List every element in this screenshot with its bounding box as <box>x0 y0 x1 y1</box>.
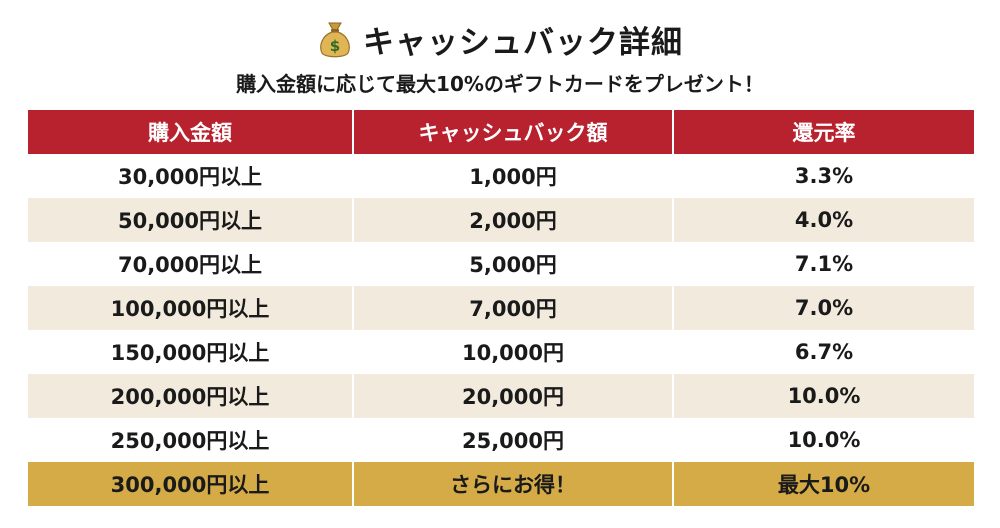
table-row: 100,000円以上 7,000円 7.0% <box>28 286 974 330</box>
title-row: $ キャッシュバック詳細 <box>0 14 1000 64</box>
cell-rate: 10.0% <box>673 374 974 418</box>
cell-cashback: 5,000円 <box>353 242 674 286</box>
cell-rate: 3.3% <box>673 154 974 198</box>
page-title: キャッシュバック詳細 <box>363 24 683 61</box>
cell-amount: 100,000円以上 <box>28 286 354 330</box>
cell-cashback: 10,000円 <box>353 330 674 374</box>
cell-amount: 50,000円以上 <box>28 198 354 242</box>
cell-cashback: 1,000円 <box>353 154 674 198</box>
cell-rate: 最大10% <box>673 462 974 506</box>
cell-rate: 7.0% <box>673 286 974 330</box>
cell-rate: 6.7% <box>673 330 974 374</box>
cell-rate: 4.0% <box>673 198 974 242</box>
cell-cashback: さらにお得！ <box>353 462 674 506</box>
cell-rate: 7.1% <box>673 242 974 286</box>
cell-amount: 250,000円以上 <box>28 418 354 462</box>
cell-rate: 10.0% <box>673 418 974 462</box>
table-row: 50,000円以上 2,000円 4.0% <box>28 198 974 242</box>
cashback-table: 購入金額 キャッシュバック額 還元率 30,000円以上 1,000円 3.3%… <box>28 110 974 506</box>
table-row: 200,000円以上 20,000円 10.0% <box>28 374 974 418</box>
cell-amount: 150,000円以上 <box>28 330 354 374</box>
cell-amount: 70,000円以上 <box>28 242 354 286</box>
cell-cashback: 7,000円 <box>353 286 674 330</box>
cell-cashback: 25,000円 <box>353 418 674 462</box>
cell-amount: 200,000円以上 <box>28 374 354 418</box>
table-header-row: 購入金額 キャッシュバック額 還元率 <box>28 110 974 154</box>
page-subtitle: 購入金額に応じて最大10%のギフトカードをプレゼント！ <box>236 72 764 96</box>
cell-amount: 300,000円以上 <box>28 462 354 506</box>
column-header-rate: 還元率 <box>673 110 974 154</box>
table-row: 150,000円以上 10,000円 6.7% <box>28 330 974 374</box>
column-header-amount: 購入金額 <box>28 110 354 154</box>
cell-cashback: 2,000円 <box>353 198 674 242</box>
table-row: 30,000円以上 1,000円 3.3% <box>28 154 974 198</box>
cell-amount: 30,000円以上 <box>28 154 354 198</box>
table-row: 70,000円以上 5,000円 7.1% <box>28 242 974 286</box>
column-header-cashback: キャッシュバック額 <box>353 110 674 154</box>
table-row-highlight: 300,000円以上 さらにお得！ 最大10% <box>28 462 974 506</box>
svg-text:$: $ <box>330 37 340 55</box>
money-bag-icon: $ <box>317 19 353 59</box>
table-row: 250,000円以上 25,000円 10.0% <box>28 418 974 462</box>
cell-cashback: 20,000円 <box>353 374 674 418</box>
